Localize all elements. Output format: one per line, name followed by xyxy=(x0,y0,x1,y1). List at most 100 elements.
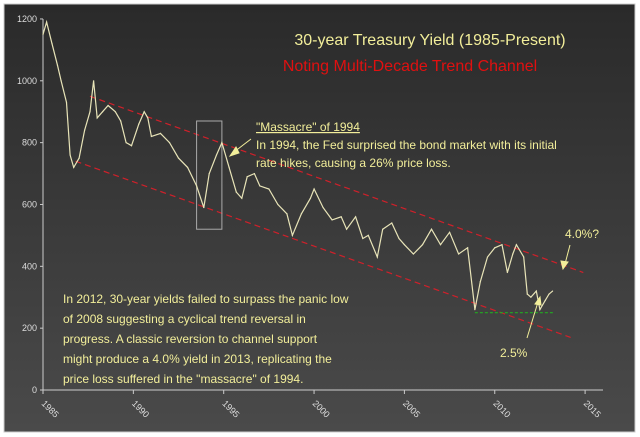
yield-data-point xyxy=(512,253,514,255)
yield-data-point xyxy=(259,185,261,187)
note-line-3: progress. A classic reversion to channel… xyxy=(63,332,318,346)
yield-data-point xyxy=(486,256,489,258)
trend-channel-upper xyxy=(89,95,584,274)
yield-data-point xyxy=(467,247,469,249)
yield-data-point xyxy=(159,132,162,134)
yield-data-point xyxy=(120,120,122,122)
trend-channel-lower xyxy=(75,160,571,339)
yield-data-point xyxy=(56,64,59,66)
target-arrowhead-icon xyxy=(560,260,569,271)
massacre-highlight-box xyxy=(196,120,223,230)
yield-data-point xyxy=(150,135,153,138)
yield-data-point xyxy=(506,271,508,274)
yield-data-point xyxy=(398,237,400,240)
yield-data-point xyxy=(228,166,230,168)
yield-data-point xyxy=(107,104,109,107)
massacre-title: "Massacre" of 1994 xyxy=(256,120,360,134)
yield-data-point xyxy=(523,256,525,258)
yield-data-point xyxy=(246,176,248,178)
note-line-4: might produce a 4.0% yield in 2013, repl… xyxy=(63,352,332,366)
yield-data-point xyxy=(147,117,149,119)
yield-data-point xyxy=(241,197,243,199)
yield-series-line xyxy=(42,19,553,312)
yield-data-point xyxy=(376,256,378,258)
yield-data-point xyxy=(526,293,528,295)
yield-data-point xyxy=(46,21,48,23)
y-tick-label: 400 xyxy=(22,261,37,271)
y-tick-label: 1200 xyxy=(17,14,37,24)
yield-data-point xyxy=(382,228,384,230)
annotation-arrows xyxy=(228,138,571,339)
target-arrow xyxy=(564,244,571,265)
yield-data-point xyxy=(494,247,496,249)
yield-data-point xyxy=(439,244,442,246)
yield-data-point xyxy=(403,244,405,246)
y-tick-label: 0 xyxy=(32,385,37,395)
yield-data-point xyxy=(448,231,451,233)
yield-data-point xyxy=(130,145,133,147)
yield-data-point xyxy=(96,117,98,119)
yield-data-point xyxy=(215,154,218,156)
yield-data-point xyxy=(177,157,180,159)
y-tick-label: 200 xyxy=(22,323,37,333)
yield-data-point xyxy=(203,206,205,209)
yield-data-point xyxy=(412,253,415,255)
yield-data-point xyxy=(501,244,503,246)
yield-data-point xyxy=(65,101,68,104)
yield-data-point xyxy=(221,142,223,144)
yield-data-point xyxy=(42,33,44,36)
yield-data-point xyxy=(291,234,293,236)
yield-data-point xyxy=(367,234,369,236)
yield-data-point xyxy=(479,281,481,283)
support-label: 2.5% xyxy=(500,346,528,360)
yield-data-point xyxy=(340,216,342,218)
yield-data-point xyxy=(89,111,91,113)
yield-data-point xyxy=(551,290,554,292)
chart-subtitle: Noting Multi-Decade Trend Channel xyxy=(283,58,537,75)
y-tick-label: 1000 xyxy=(17,76,37,86)
yield-data-point xyxy=(515,244,518,246)
yield-data-point xyxy=(195,185,198,187)
y-tick-label: 600 xyxy=(22,199,37,209)
massacre-text-1: In 1994, the Fed surprised the bond mark… xyxy=(256,138,557,152)
chart-title: 30-year Treasury Yield (1985-Present) xyxy=(294,32,565,49)
yield-data-point xyxy=(208,172,210,175)
yield-data-point xyxy=(539,309,541,311)
yield-data-point xyxy=(313,188,315,190)
yield-data-point xyxy=(114,111,116,113)
yield-data-point xyxy=(60,80,62,82)
support-arrow xyxy=(526,301,539,339)
yield-data-point xyxy=(138,123,140,125)
yield-data-point xyxy=(391,222,393,224)
yield-data-point xyxy=(535,290,537,292)
yield-data-point xyxy=(430,228,433,230)
yield-data-point xyxy=(83,129,86,131)
yield-data-point xyxy=(309,197,312,199)
yield-data-point xyxy=(277,203,279,206)
chart-background xyxy=(3,3,636,433)
yield-data-point xyxy=(544,299,546,301)
yield-data-point xyxy=(286,213,288,215)
note-line-1: In 2012, 30-year yields failed to surpas… xyxy=(63,292,349,306)
note-line-2: of 2008 suggesting a cyclical trend reve… xyxy=(63,312,306,326)
yield-data-point xyxy=(102,111,104,113)
yield-data-point xyxy=(355,216,357,218)
yield-data-point xyxy=(331,219,333,221)
note-line-5: price loss suffered in the "massacre" of… xyxy=(63,372,303,386)
yield-data-point xyxy=(235,191,237,193)
support-arrowhead-icon xyxy=(534,295,542,306)
y-tick-label: 800 xyxy=(22,138,37,148)
yield-data-point xyxy=(458,253,460,255)
yield-data-point xyxy=(300,213,303,215)
yield-data-point xyxy=(69,154,71,156)
yield-data-point xyxy=(92,80,95,82)
yield-data-point xyxy=(168,142,171,144)
yield-data-point xyxy=(362,237,364,240)
yield-data-point xyxy=(51,43,53,45)
yield-data-point xyxy=(322,206,324,209)
yield-data-point xyxy=(253,172,256,175)
yield-data-point xyxy=(530,296,532,298)
massacre-arrowhead-icon xyxy=(228,146,240,157)
